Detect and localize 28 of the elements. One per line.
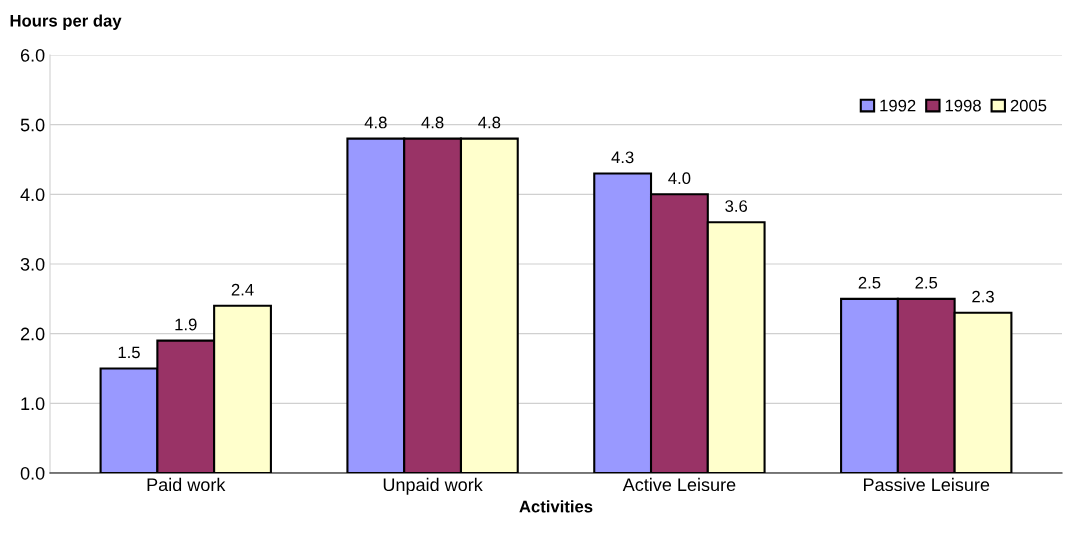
data-label: 4.0 xyxy=(668,172,691,185)
data-label: 4.8 xyxy=(421,116,444,129)
data-label: 2.4 xyxy=(231,283,254,296)
data-label: 4.8 xyxy=(364,116,387,129)
y-tick-label: 2.0 xyxy=(20,327,45,341)
x-tick-label: Active Leisure xyxy=(622,477,736,492)
y-tick-label: 3.0 xyxy=(20,257,45,271)
data-label: 2.5 xyxy=(858,276,881,289)
y-tick-label: 4.0 xyxy=(20,188,45,202)
x-tick-label: Passive Leisure xyxy=(864,477,990,492)
data-label: 2.5 xyxy=(915,276,938,289)
y-tick-label: 0.0 xyxy=(20,466,45,480)
data-label: 2.3 xyxy=(972,290,994,303)
y-tick-label: 6.0 xyxy=(20,48,45,62)
legend-label: 2005 xyxy=(1010,99,1047,112)
y-tick-label: 1.0 xyxy=(21,397,45,411)
x-tick-label: Paid work xyxy=(147,477,226,492)
data-label: 4.8 xyxy=(478,116,501,129)
x-tick-label: Unpaid work xyxy=(383,477,483,495)
data-label: 4.3 xyxy=(611,151,634,164)
data-label: 1.9 xyxy=(175,318,197,331)
y-axis-title: Hours per day xyxy=(10,14,122,30)
data-label: 3.6 xyxy=(725,200,748,212)
x-axis-title: Activities xyxy=(519,500,593,513)
legend-label: 1998 xyxy=(945,99,981,112)
y-tick-label: 5.0 xyxy=(20,118,45,132)
data-label: 1.5 xyxy=(118,346,140,359)
legend-label: 1992 xyxy=(880,99,916,112)
